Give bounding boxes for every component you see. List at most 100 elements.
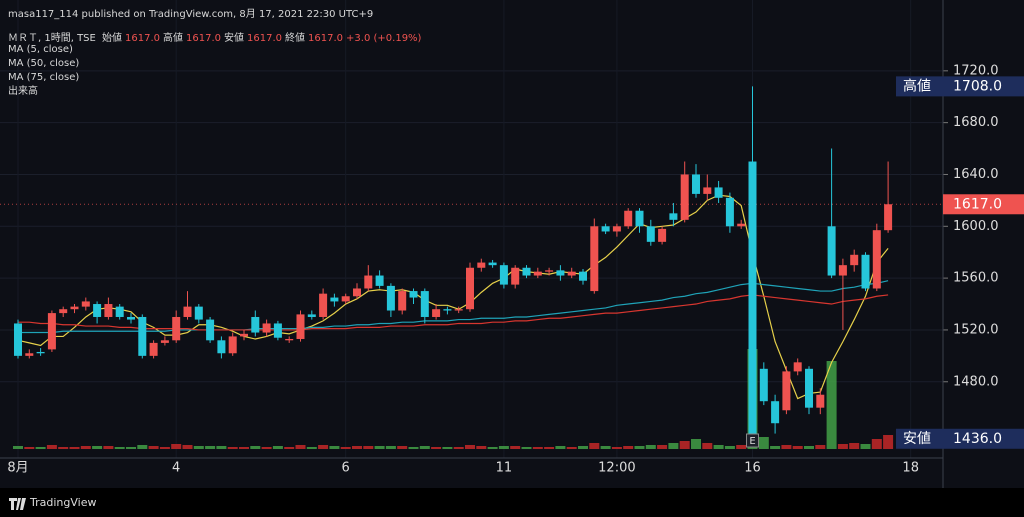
candle-body xyxy=(612,226,621,232)
x-tick-label: 16 xyxy=(744,461,761,476)
volume-bar xyxy=(668,443,679,449)
x-tick-label: 8月 xyxy=(7,461,28,476)
ma-line xyxy=(18,294,889,331)
candle-body xyxy=(386,285,395,311)
candle-body xyxy=(748,161,757,434)
candle-body xyxy=(25,353,34,356)
indicator-label: MA (50, close) xyxy=(8,58,80,69)
volume-bar xyxy=(521,447,532,449)
candle-body xyxy=(341,296,350,302)
candle-body xyxy=(477,262,486,268)
y-tick-label: 1520.0 xyxy=(953,322,999,337)
candle-body xyxy=(59,309,68,314)
y-tick-label: 1480.0 xyxy=(953,374,999,389)
volume-bar xyxy=(815,445,826,449)
volume-bar xyxy=(261,447,272,449)
candle-body xyxy=(850,254,859,266)
volume-bar xyxy=(634,446,645,449)
candle-body xyxy=(692,174,700,194)
volume-bar xyxy=(679,441,690,449)
plot-bg xyxy=(0,0,1024,490)
candle-body xyxy=(816,394,825,408)
event-box xyxy=(746,433,759,448)
candle-body xyxy=(635,210,644,227)
volume-bar xyxy=(80,446,91,449)
candle-body xyxy=(432,309,441,317)
candle-body xyxy=(127,316,135,320)
volume-bar xyxy=(159,447,170,449)
legend-label: 始値 xyxy=(102,33,123,44)
high-value: 1708.0 xyxy=(953,78,1002,94)
legend-value: 1617.0 xyxy=(308,33,344,44)
volume-bar xyxy=(69,447,80,449)
candle-body xyxy=(409,291,418,298)
volume-bar xyxy=(804,446,814,449)
volume-bar xyxy=(566,447,577,449)
footer: TradingView xyxy=(0,488,1024,517)
volume-bar xyxy=(465,445,475,449)
candle-body xyxy=(838,265,847,276)
low-label: 安値 xyxy=(903,431,931,447)
candle-body xyxy=(782,371,791,411)
candle-body xyxy=(466,267,474,310)
volume-bar xyxy=(216,446,227,449)
candle-body xyxy=(737,223,746,227)
volume-bar xyxy=(431,447,442,449)
volume-bar xyxy=(352,446,362,449)
volume-bar xyxy=(498,446,509,449)
ohlc-legend: ＭＲＴ, 1時間, TSE 始値 1617.0 高値 1617.0 安値 1617.0 終値… xyxy=(8,29,424,44)
candle-body xyxy=(861,254,870,289)
volume-bar xyxy=(35,447,46,449)
volume-bar xyxy=(849,443,860,449)
candle-body xyxy=(138,316,147,356)
candle-body xyxy=(149,342,158,356)
volume-bar xyxy=(453,447,464,449)
volume-bar xyxy=(871,439,882,449)
logo xyxy=(9,498,26,510)
candle-body xyxy=(443,309,452,311)
y-tick-label: 1640.0 xyxy=(953,167,999,182)
event-marker: E xyxy=(746,433,759,448)
volume-bar xyxy=(792,446,803,449)
candle-body xyxy=(36,351,45,354)
volume-bar xyxy=(600,446,611,449)
volume-bar xyxy=(544,447,555,449)
volume-bar xyxy=(419,446,430,449)
volume-bar xyxy=(826,361,837,449)
candle-body xyxy=(884,204,893,231)
candle-body xyxy=(522,267,531,276)
volume-bar xyxy=(250,446,261,449)
y-tick-label: 1600.0 xyxy=(953,219,999,234)
candle-body xyxy=(115,306,124,317)
volume-bar xyxy=(374,446,385,449)
candle-body xyxy=(14,323,22,356)
low-badge xyxy=(896,428,1024,449)
volume-bar xyxy=(148,446,159,449)
volume-bar xyxy=(340,447,351,449)
volume-bar xyxy=(442,447,453,449)
volume-bar xyxy=(114,447,125,449)
candle-body xyxy=(285,339,294,341)
volume-bar xyxy=(92,446,103,449)
candle-body xyxy=(330,297,339,302)
volume-bar xyxy=(736,445,747,449)
candle-body xyxy=(680,174,689,220)
legend-value: 1617.0 xyxy=(125,33,161,44)
volume-bar xyxy=(476,446,487,449)
legend-label: 終値 xyxy=(285,33,306,44)
candle-body xyxy=(420,291,429,317)
candle-body xyxy=(47,313,56,350)
legend-label: 高値 xyxy=(163,33,184,44)
indicator-label: MA (75, close) xyxy=(8,72,80,83)
candle-body xyxy=(601,226,610,232)
candle-body xyxy=(228,336,237,354)
volume-bar xyxy=(589,443,600,449)
volume-bar xyxy=(770,446,781,449)
volume-bar xyxy=(205,446,216,449)
volume-bar xyxy=(58,447,69,449)
volume-bar xyxy=(318,445,329,449)
candle-body xyxy=(70,306,79,310)
volume-bar xyxy=(272,446,283,449)
volume-bar xyxy=(837,444,848,449)
